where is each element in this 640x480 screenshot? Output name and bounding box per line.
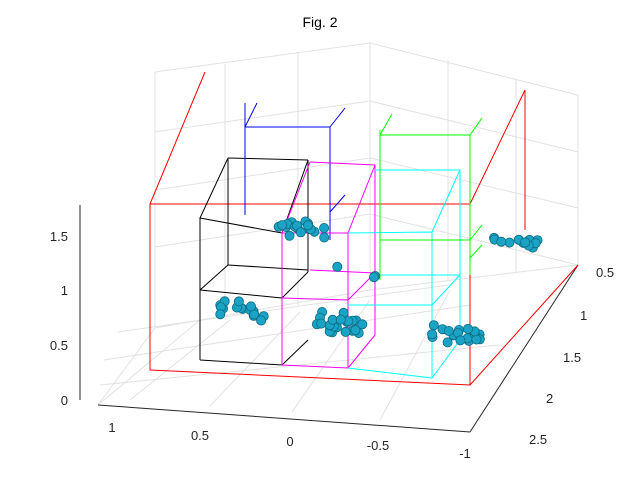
data-point xyxy=(455,335,466,346)
box-red-outer xyxy=(149,71,579,386)
y-tick-label: 1 xyxy=(580,308,587,323)
data-point xyxy=(428,320,439,331)
x-tick-labels: 1 0.5 0 -0.5 -1 xyxy=(108,420,470,461)
z-tick-label: 1.5 xyxy=(50,229,68,244)
data-point xyxy=(277,220,288,231)
box-blue xyxy=(244,102,346,240)
data-point xyxy=(496,236,507,247)
x-tick-label: 1 xyxy=(108,420,115,435)
y-tick-labels: 0.5 1 1.5 2 2.5 xyxy=(529,265,614,447)
axes-grid xyxy=(97,42,579,433)
box-cyan xyxy=(347,169,461,379)
data-point xyxy=(443,325,454,336)
data-point xyxy=(357,319,368,330)
data-point xyxy=(427,329,438,340)
data-point xyxy=(245,301,256,312)
data-point xyxy=(462,323,473,334)
z-tick-label: 0 xyxy=(61,393,68,408)
x-tick-label: -1 xyxy=(459,446,471,461)
data-point xyxy=(335,314,346,325)
data-point xyxy=(520,237,531,248)
data-point xyxy=(504,237,515,248)
data-point xyxy=(319,232,330,243)
y-tick-label: 2 xyxy=(546,391,553,406)
y-axis-line xyxy=(469,264,579,433)
data-point xyxy=(256,315,267,326)
data-point xyxy=(350,325,361,336)
data-point xyxy=(319,222,330,233)
x-axis-line xyxy=(97,404,471,433)
z-tick-label: 1 xyxy=(61,283,68,298)
data-point xyxy=(340,326,351,337)
x-tick-label: 0 xyxy=(286,434,293,449)
data-point xyxy=(302,220,313,231)
data-point xyxy=(442,337,453,348)
box-black xyxy=(199,157,309,366)
wireframe-boxes xyxy=(149,71,579,386)
y-tick-label: 2.5 xyxy=(529,432,547,447)
y-tick-label: 0.5 xyxy=(596,265,614,280)
data-point xyxy=(471,334,482,345)
z-tick-label: 0.5 xyxy=(50,338,68,353)
axis-lines xyxy=(79,205,579,433)
z-tick-labels: 0 0.5 1 1.5 xyxy=(50,229,68,408)
chart-title: Fig. 2 xyxy=(302,14,338,30)
data-markers xyxy=(215,216,543,348)
data-point xyxy=(332,261,343,272)
data-point xyxy=(316,318,327,329)
box-green xyxy=(379,113,483,280)
data-point xyxy=(368,272,379,283)
data-point xyxy=(284,230,295,241)
data-point xyxy=(233,296,244,307)
x-tick-label: 0.5 xyxy=(191,428,209,443)
x-tick-label: -0.5 xyxy=(367,438,389,453)
y-tick-label: 1.5 xyxy=(563,350,581,365)
data-point xyxy=(215,309,226,320)
data-point xyxy=(295,227,306,238)
